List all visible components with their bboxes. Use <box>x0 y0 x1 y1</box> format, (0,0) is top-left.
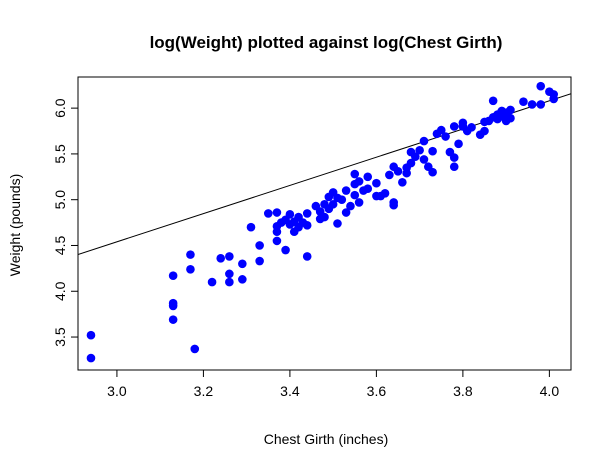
data-point <box>238 275 247 284</box>
data-point <box>398 177 407 187</box>
data-point <box>207 277 217 287</box>
data-point <box>272 236 282 246</box>
x-axis: 3.0 3.2 3.4 3.6 3.8 4.0 <box>107 369 560 399</box>
data-point <box>363 172 373 182</box>
data-point <box>506 105 515 115</box>
data-point <box>415 145 424 155</box>
data-point <box>341 186 351 195</box>
data-point <box>263 209 273 218</box>
data-point <box>406 158 416 168</box>
data-point <box>458 118 468 128</box>
data-point <box>441 132 450 141</box>
y-tick-label: 5.0 <box>52 190 68 210</box>
data-point <box>186 264 195 274</box>
data-point <box>428 167 437 177</box>
data-point <box>346 201 355 211</box>
data-point <box>393 167 403 176</box>
data-point <box>190 344 200 354</box>
data-point <box>527 100 537 109</box>
data-point <box>333 219 342 228</box>
data-point <box>354 198 364 207</box>
data-point <box>419 155 429 164</box>
data-point <box>380 188 390 198</box>
data-point <box>168 271 178 280</box>
data-point <box>363 184 373 194</box>
data-point <box>411 152 420 161</box>
data-point <box>328 199 338 209</box>
data-point <box>506 113 515 123</box>
x-axis-label: Chest Girth (inches) <box>264 431 388 447</box>
data-point <box>302 252 312 261</box>
data-point <box>449 153 459 162</box>
x-tick-label: 3.0 <box>107 383 127 399</box>
data-point <box>272 208 282 217</box>
y-tick-label: 3.5 <box>52 327 68 347</box>
data-point <box>467 123 476 132</box>
data-point <box>168 315 178 324</box>
data-point <box>419 136 429 146</box>
data-point <box>168 301 178 311</box>
data-point <box>454 139 463 149</box>
data-point <box>285 210 295 219</box>
x-tick-label: 3.4 <box>280 383 300 399</box>
data-point <box>449 122 459 131</box>
data-point <box>320 212 329 222</box>
y-tick-label: 5.5 <box>52 144 68 164</box>
plot-area <box>78 81 571 363</box>
data-point <box>519 97 528 107</box>
data-point <box>86 353 96 363</box>
data-point <box>385 170 394 180</box>
data-point <box>186 250 195 259</box>
y-tick-label: 6.0 <box>52 98 68 118</box>
y-tick-label: 4.5 <box>52 236 68 256</box>
x-tick-label: 4.0 <box>540 383 560 399</box>
data-point <box>350 169 360 179</box>
data-point <box>389 200 398 210</box>
data-point <box>350 190 360 200</box>
data-point <box>225 252 234 261</box>
data-point <box>225 277 234 287</box>
x-tick-label: 3.8 <box>453 383 473 399</box>
data-point <box>337 195 347 204</box>
data-point <box>488 96 498 106</box>
y-axis: 3.5 4.0 4.5 5.0 5.5 6.0 <box>52 98 78 347</box>
data-point <box>341 208 351 217</box>
data-point <box>216 253 226 263</box>
data-point <box>549 94 559 104</box>
data-point <box>354 177 364 186</box>
data-point <box>449 162 459 172</box>
chart-title: log(Weight) plotted against log(Chest Gi… <box>150 33 503 52</box>
data-point <box>302 209 312 218</box>
data-point <box>225 269 234 279</box>
data-point <box>372 178 381 188</box>
y-tick-label: 4.0 <box>52 281 68 301</box>
x-tick-label: 3.6 <box>367 383 387 399</box>
x-tick-label: 3.2 <box>194 383 214 399</box>
data-point <box>281 245 290 255</box>
data-point <box>255 256 264 266</box>
data-point <box>480 126 489 136</box>
data-point <box>272 227 282 237</box>
data-point <box>536 81 546 91</box>
data-point <box>255 241 264 250</box>
y-axis-label: Weight (pounds) <box>7 174 23 276</box>
data-point <box>436 125 446 135</box>
data-point <box>428 146 437 156</box>
data-point <box>238 259 247 269</box>
data-point <box>302 221 312 230</box>
data-point <box>246 222 256 232</box>
data-point <box>536 100 546 109</box>
data-point <box>86 330 96 340</box>
